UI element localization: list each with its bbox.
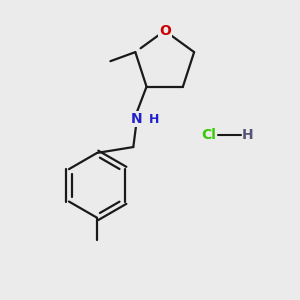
Text: H: H (242, 128, 253, 142)
Text: N: N (130, 112, 142, 126)
Text: Cl: Cl (202, 128, 216, 142)
Text: H: H (149, 112, 159, 126)
Text: O: O (159, 24, 171, 38)
